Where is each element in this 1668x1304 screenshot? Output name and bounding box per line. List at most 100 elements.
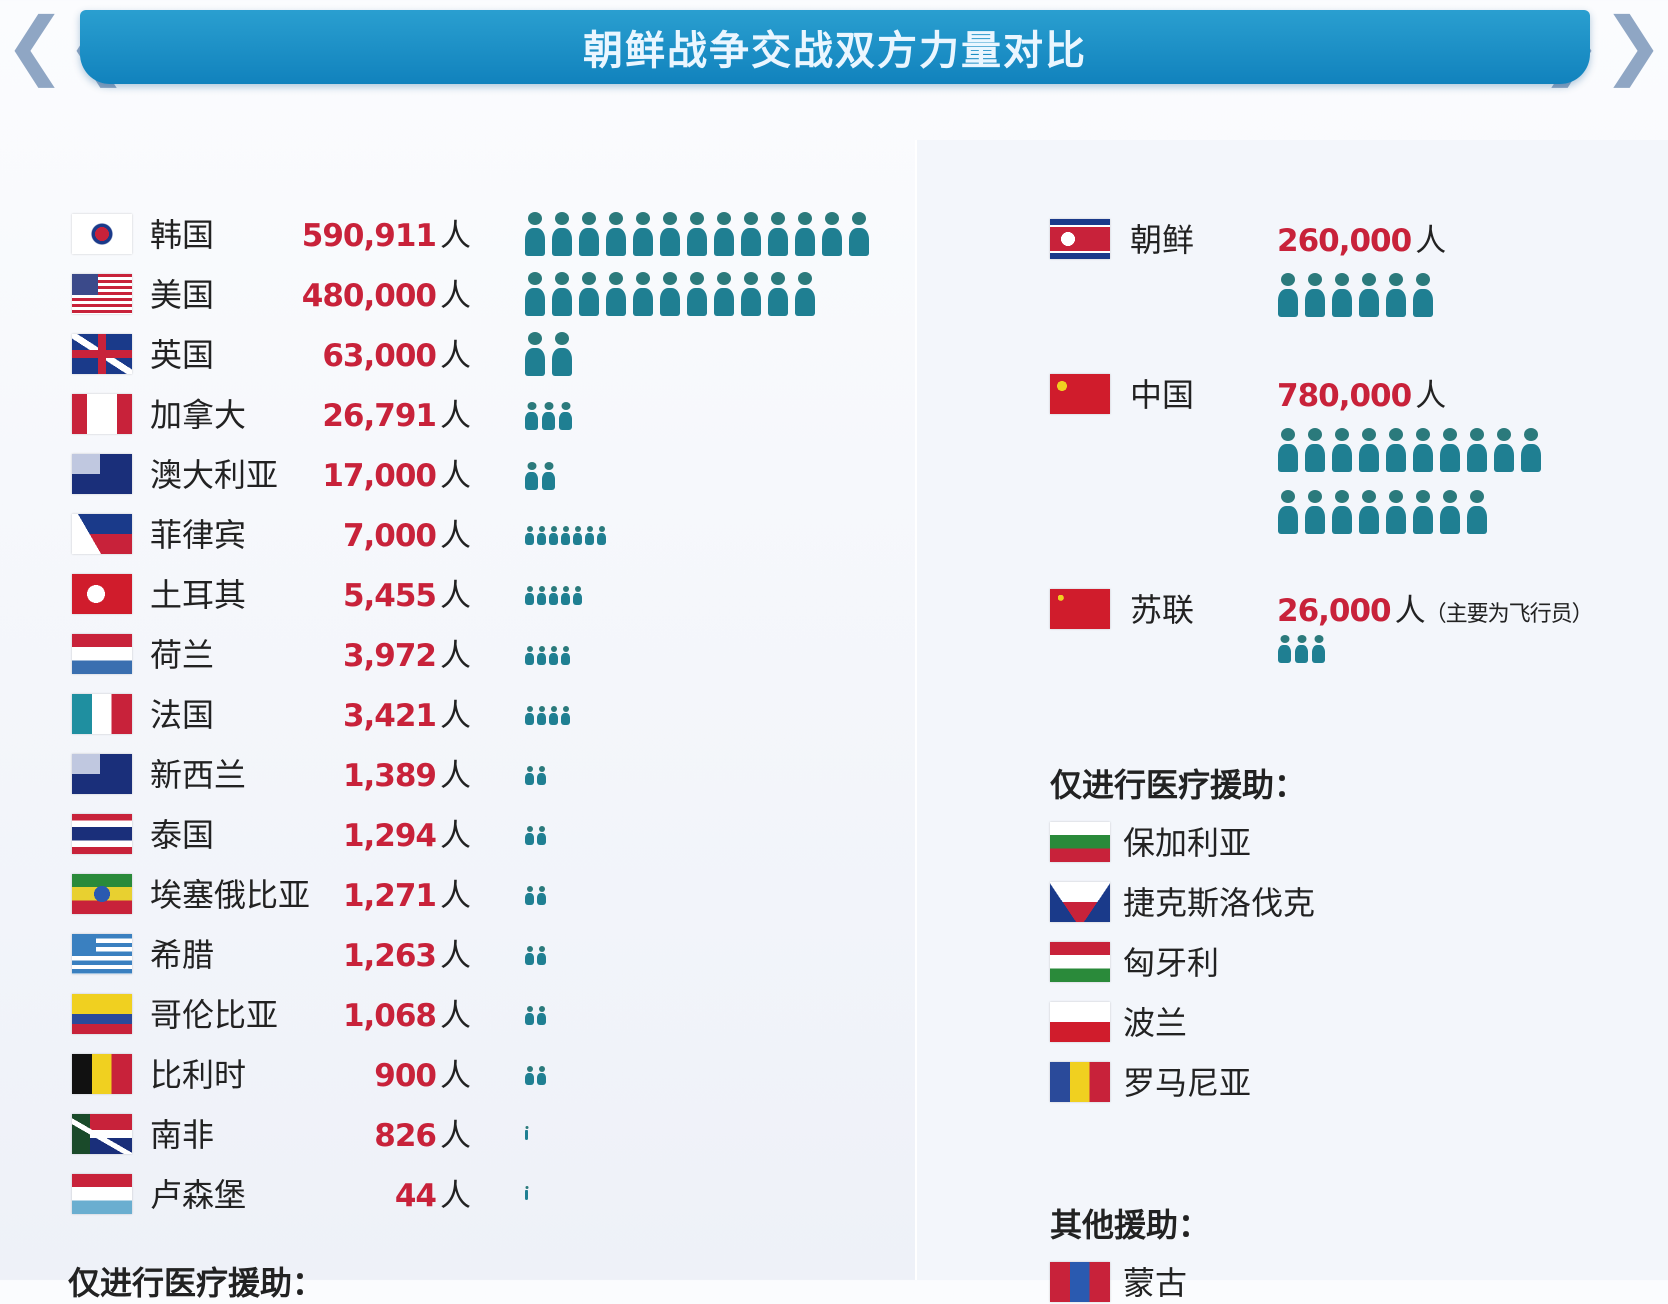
troop-count: 1,389 人 [342,758,471,794]
person-icon [525,228,545,256]
troop-count: 3,421 人 [342,698,471,734]
person-icon [525,288,545,316]
flag-icon [72,574,132,614]
person-icon [537,953,546,965]
country-name: 澳大利亚 [150,456,279,494]
country-name: 比利时 [150,1056,247,1094]
troop-count: 780,000 人 [1277,378,1446,414]
person-icon [1278,444,1298,472]
troop-count: 7,000 人 [342,518,471,554]
flag-icon [1050,1062,1110,1102]
person-icon [1332,444,1352,472]
person-icon [561,593,570,605]
person-icon [714,228,734,256]
flag-icon [72,694,132,734]
person-icon [525,713,534,725]
country-name: 保加利亚 [1123,824,1252,862]
country-name: 捷克斯洛伐克 [1123,884,1316,922]
country-name: 土耳其 [150,576,247,614]
person-icon [1440,506,1460,534]
country-name: 新西兰 [150,756,247,794]
person-icon [525,1013,534,1025]
flag-icon [72,514,132,554]
person-icon [561,533,570,545]
title-banner: 朝鲜战争交战双方力量对比 [80,10,1590,84]
person-icon [1413,444,1433,472]
flag-icon [1050,882,1110,922]
person-icon [633,228,653,256]
person-icon [1413,289,1433,317]
person-icon [573,533,582,545]
person-icon [537,593,546,605]
person-icon [537,773,546,785]
troop-pictogram [525,526,609,545]
person-icon [525,953,534,965]
person-icon [1359,506,1379,534]
person-icon [660,228,680,256]
person-icon [597,533,606,545]
person-icon [542,412,555,430]
person-icon [525,773,534,785]
troop-count: 260,000 人 [1277,223,1446,259]
person-icon [537,893,546,905]
person-icon [552,348,572,376]
person-icon [606,288,626,316]
troop-pictogram [525,766,549,785]
person-icon [537,1073,546,1085]
country-name: 荷兰 [150,636,215,674]
note: （主要为飞行员） [1424,602,1594,627]
troop-count: 63,000 人 [322,338,471,374]
person-icon [1278,289,1298,317]
flag-icon [72,874,132,914]
troop-pictogram [525,886,549,905]
flag-icon [72,274,132,314]
country-name: 美国 [150,276,215,314]
person-icon [525,593,534,605]
person-icon [537,833,546,845]
troop-pictogram [1278,273,1440,317]
troop-pictogram [525,946,549,965]
person-icon [768,228,788,256]
country-name: 哥伦比亚 [150,996,279,1034]
troop-pictogram [1278,428,1548,472]
flag-icon [1050,219,1110,259]
flag-icon [1050,374,1110,414]
other-heading: 其他援助： [1050,1206,1211,1244]
person-icon [741,228,761,256]
person-icon [525,1190,528,1200]
flag-icon [1050,1262,1110,1302]
flag-icon [72,454,132,494]
country-name: 罗马尼亚 [1123,1064,1252,1102]
country-name: 卢森堡 [150,1176,247,1214]
person-icon [549,533,558,545]
troop-pictogram [525,332,579,376]
troop-count: 44 人 [394,1178,471,1214]
person-icon [849,228,869,256]
flag-icon [72,1114,132,1154]
person-icon [525,412,538,430]
country-name: 希腊 [150,936,215,974]
person-icon [687,228,707,256]
person-icon [537,713,546,725]
person-icon [1440,444,1460,472]
country-name: 法国 [150,696,215,734]
flag-icon [72,334,132,374]
person-icon [633,288,653,316]
flag-icon [1050,1002,1110,1042]
troop-count: 900 人 [374,1058,471,1094]
flag-icon [1050,942,1110,982]
person-icon [579,228,599,256]
person-icon [585,533,594,545]
person-icon [795,228,815,256]
troop-count: 3,972 人 [342,638,471,674]
country-name: 蒙古 [1123,1264,1188,1302]
person-icon [768,288,788,316]
person-icon [549,653,558,665]
troop-pictogram [525,646,573,665]
person-icon [561,653,570,665]
person-icon [579,288,599,316]
person-icon [561,713,570,725]
troop-count: 1,294 人 [342,818,471,854]
flag-icon [1050,589,1110,629]
troop-pictogram [1278,635,1329,663]
